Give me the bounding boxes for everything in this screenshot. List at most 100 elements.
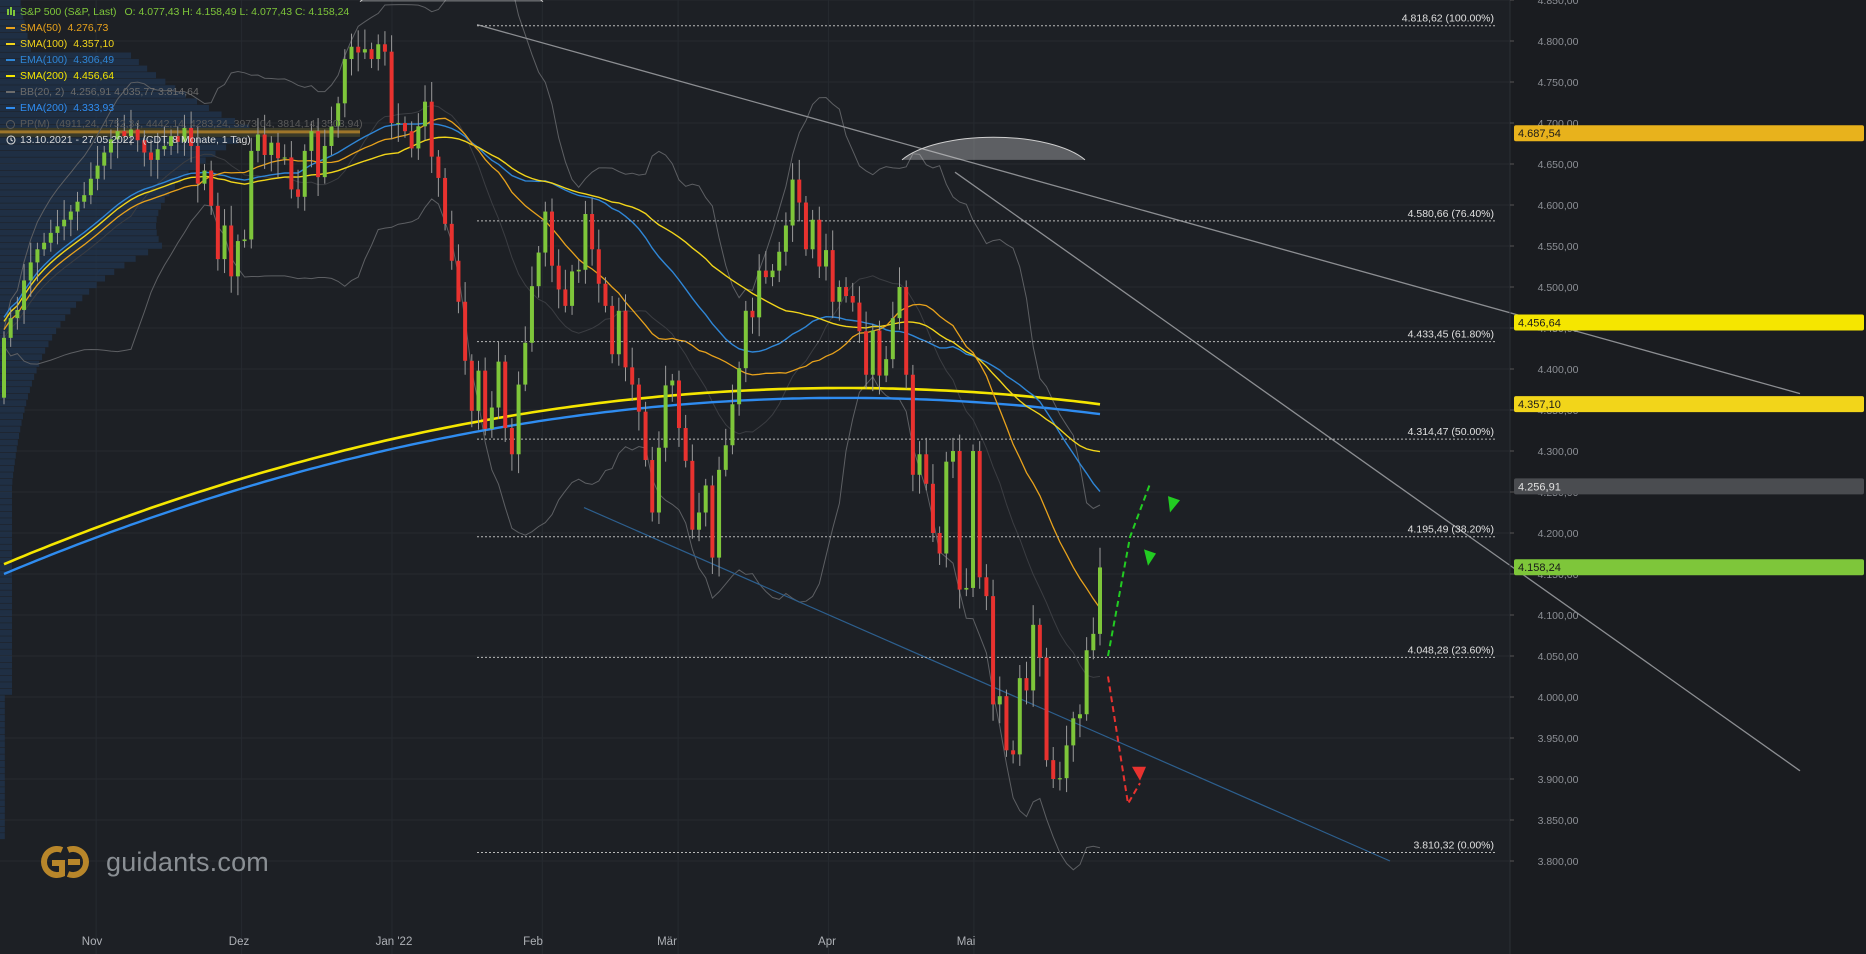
candle-up xyxy=(570,271,575,306)
legend-ema100[interactable]: EMA(100) 4.306,49 xyxy=(6,52,363,68)
candle-up xyxy=(576,269,581,272)
candle-up xyxy=(790,179,795,226)
candle-up xyxy=(102,152,107,166)
volume-profile-bar xyxy=(0,183,175,190)
candle-up xyxy=(950,451,955,462)
pivot-name: PP(M) xyxy=(20,118,50,130)
candle-up xyxy=(329,126,334,146)
ema200-name: EMA(200) xyxy=(20,102,68,114)
sma100-line xyxy=(3,136,1101,453)
volume-profile-bar xyxy=(0,485,12,492)
candle-down xyxy=(135,129,140,141)
candle-up xyxy=(1064,745,1069,779)
candle-up xyxy=(42,242,47,250)
fibonacci-levels: 4.818,62 (100.00%) 4.580,66 (76.40%) 4.433… xyxy=(477,13,1496,854)
volume-profile-bar xyxy=(0,820,5,826)
legend-sma200[interactable]: SMA(200) 4.456,64 xyxy=(6,68,363,84)
volume-profile-bar xyxy=(0,308,71,315)
candle-up xyxy=(82,195,87,202)
candle-up xyxy=(202,170,207,184)
volume-profile-bar xyxy=(0,229,157,236)
y-tick-label: 4.800,00 xyxy=(1538,36,1579,48)
candle-down xyxy=(1051,760,1056,779)
candle-up xyxy=(697,512,702,530)
volume-profile-bar xyxy=(0,209,159,216)
candle-up xyxy=(376,44,381,60)
candle-down xyxy=(830,250,835,302)
legend-ema200[interactable]: EMA(200) 4.333,93 xyxy=(6,100,363,116)
volume-profile-bar xyxy=(0,590,12,597)
price-tag-box xyxy=(1514,559,1864,576)
legend-sma50[interactable]: SMA(50) 4.276,73 xyxy=(6,20,363,36)
candle-up xyxy=(656,447,661,513)
candle-up xyxy=(1031,624,1036,691)
candle-up xyxy=(944,461,949,554)
candle-down xyxy=(189,127,194,146)
price-tag-label: 4.256,91 xyxy=(1518,481,1561,493)
fib-label: 4.048,28 (23.60%) xyxy=(1408,644,1494,656)
legend-bollinger[interactable]: BB(20, 2) 4.256,91 4.035,77 3.814,64 xyxy=(6,84,363,100)
volume-profile-bar xyxy=(0,459,15,466)
guidants-logo-icon xyxy=(41,846,89,878)
candle-up xyxy=(757,270,762,318)
candle-down xyxy=(857,302,862,332)
candle-down xyxy=(1024,678,1029,691)
fib-label: 3.810,32 (0.00%) xyxy=(1413,840,1494,852)
volume-profile-bar xyxy=(0,577,12,584)
volume-profile-bar xyxy=(0,39,30,46)
candle-up xyxy=(336,103,341,127)
legend-pivot-points[interactable]: PP(M) (4911,24, 4752,34, 4442,14, 4283,24… xyxy=(6,116,363,132)
volume-profile-bar xyxy=(0,137,238,144)
candle-down xyxy=(369,49,374,60)
volume-profile-bar xyxy=(0,583,12,590)
candle-up xyxy=(88,178,93,196)
candle-down xyxy=(596,249,601,284)
candle-down xyxy=(356,46,361,53)
candle-up xyxy=(269,142,274,155)
volume-profile-bar xyxy=(0,216,157,223)
legend-header: S&P 500 (S&P, Last) O: 4.077,43 H: 4.158… xyxy=(6,4,363,20)
volume-profile-bar xyxy=(0,551,12,558)
sma50-swatch xyxy=(6,27,15,29)
candle-down xyxy=(1004,696,1009,751)
brand-logo[interactable]: guidants.com xyxy=(36,842,269,882)
bollinger-lower xyxy=(3,198,1101,871)
volume-profile-bar xyxy=(0,596,12,603)
candle-down xyxy=(316,131,321,178)
volume-profile-bar xyxy=(0,19,25,26)
volume-profile-bar xyxy=(0,518,12,525)
volume-profile-bar xyxy=(0,813,5,820)
ema200-line xyxy=(3,396,1101,576)
x-tick-label: Mär xyxy=(657,936,677,948)
candle-up xyxy=(670,380,675,386)
legend-sma100[interactable]: SMA(100) 4.357,10 xyxy=(6,36,363,52)
candle-down xyxy=(690,460,695,530)
volume-profile-bar xyxy=(0,623,12,630)
candle-up xyxy=(95,165,100,179)
y-tick-label: 4.600,00 xyxy=(1538,200,1579,212)
candle-down xyxy=(977,451,982,578)
volume-profile-bar xyxy=(0,537,12,544)
candle-down xyxy=(797,179,802,203)
x-tick-label: Feb xyxy=(523,936,543,948)
y-tick-label: 4.100,00 xyxy=(1538,610,1579,622)
candle-up xyxy=(155,149,160,160)
volume-profile-bar xyxy=(0,393,28,400)
volume-profile-bar xyxy=(0,321,61,328)
y-tick-label: 3.900,00 xyxy=(1538,774,1579,786)
candle-up xyxy=(169,136,174,146)
volume-profile-bar xyxy=(0,59,139,66)
volume-profile-bar xyxy=(0,78,166,85)
ema200-swatch xyxy=(6,107,15,109)
volume-profile-bar xyxy=(0,492,12,498)
candle-down xyxy=(924,454,929,484)
candle-down xyxy=(436,156,441,178)
ema100-swatch xyxy=(6,59,15,61)
candle-down xyxy=(503,361,508,429)
volume-profile-bar xyxy=(0,314,66,321)
candle-down xyxy=(215,205,220,260)
volume-profile-bar xyxy=(0,334,53,341)
candle-up xyxy=(523,342,528,385)
candle-up xyxy=(55,226,60,233)
